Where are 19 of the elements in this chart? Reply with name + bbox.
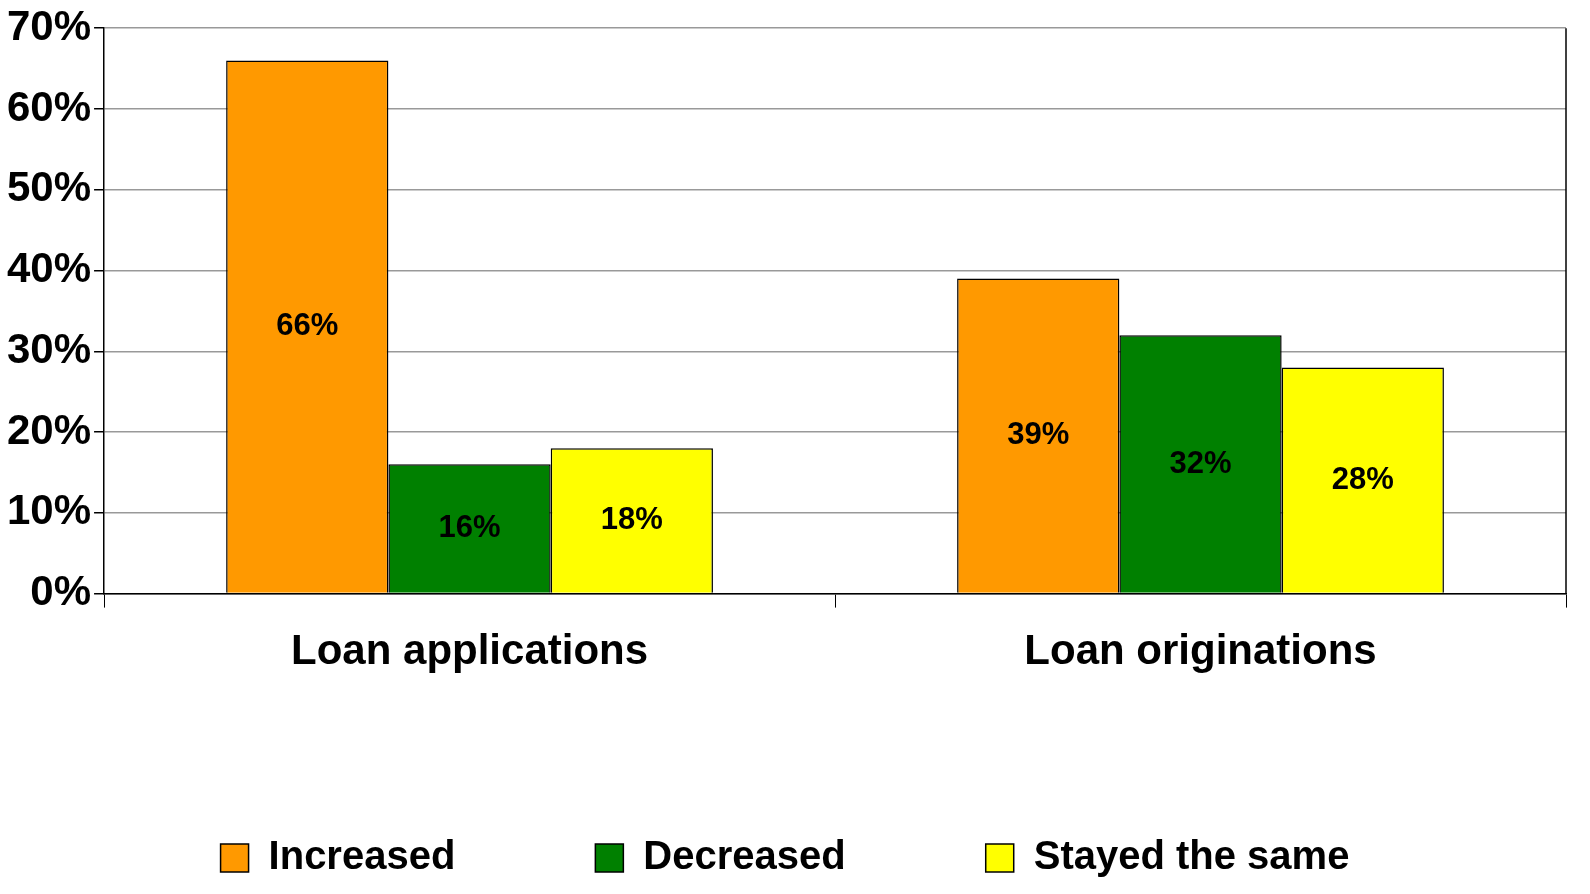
legend-label: Decreased bbox=[643, 833, 846, 878]
x-tick-label: Loan applications bbox=[291, 626, 649, 674]
x-tick-label: Loan originations bbox=[1024, 626, 1377, 674]
data-label: 28% bbox=[1331, 460, 1394, 496]
y-tick-label: 30% bbox=[7, 324, 92, 372]
y-tick-label: 60% bbox=[7, 82, 92, 130]
y-tick-label: 70% bbox=[7, 1, 92, 49]
data-label: 18% bbox=[600, 501, 663, 537]
y-tick-label: 40% bbox=[7, 244, 92, 292]
data-label: 39% bbox=[1007, 416, 1070, 452]
legend-label: Stayed the same bbox=[1033, 833, 1350, 878]
data-label: 16% bbox=[438, 509, 501, 545]
y-tick-label: 10% bbox=[7, 486, 92, 534]
y-tick-label: 0% bbox=[30, 567, 92, 615]
y-tick-label: 50% bbox=[7, 163, 92, 211]
data-label: 32% bbox=[1169, 444, 1232, 480]
y-tick-label: 20% bbox=[7, 405, 92, 453]
legend-label: Increased bbox=[268, 833, 456, 878]
data-label: 66% bbox=[276, 307, 339, 343]
